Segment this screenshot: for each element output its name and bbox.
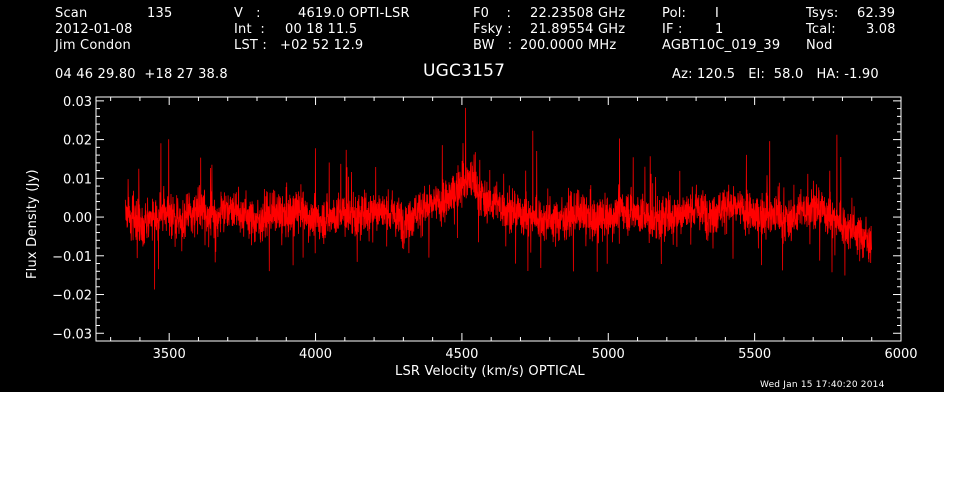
tsys-value: 62.39 [857, 6, 896, 21]
observing-mode: Nod [806, 38, 833, 53]
plot-timestamp: Wed Jan 15 17:40:20 2014 [760, 380, 885, 390]
bandwidth-label: BW : [473, 38, 513, 53]
y-tick-label: −0.01 [52, 250, 92, 265]
integration-value: 00 18 11.5 [285, 22, 358, 37]
x-axis-label: LSR Velocity (km/s) OPTICAL [395, 364, 585, 379]
lst-value: +02 52 12.9 [280, 38, 364, 53]
observer-name: Jim Condon [55, 38, 131, 53]
scan-label: Scan [55, 6, 88, 21]
y-tick-label: 0.00 [63, 211, 92, 226]
x-tick-label: 4500 [445, 347, 478, 362]
x-tick-label: 5000 [592, 347, 625, 362]
spectrum-trace [124, 107, 872, 290]
project-id: AGBT10C_019_39 [662, 38, 781, 53]
polarization-value: I [715, 6, 720, 21]
source-name: UGC3157 [423, 61, 506, 81]
y-axis-label: Flux Density (Jy) [25, 169, 40, 279]
spectrum-chart: 3500 4000 4500 5000 5500 6000 −0.03 −0.02 −0.01 0… [52, 95, 917, 362]
sky-frequency-label: Fsky : [473, 22, 512, 37]
y-tick-label: 0.03 [63, 95, 92, 110]
y-tick-label: 0.02 [63, 134, 92, 149]
bandwidth-value: 200.0000 MHz [520, 38, 617, 53]
y-tick-label: −0.02 [52, 289, 92, 304]
y-tick-label: −0.03 [52, 327, 92, 342]
rest-frequency-value: 22.23508 GHz [530, 6, 626, 21]
source-coordinates: 04 46 29.80 +18 27 38.8 [55, 67, 228, 82]
velocity-label: V : [234, 6, 261, 21]
tcal-value: 3.08 [866, 22, 896, 37]
rest-frequency-label: F0 : [473, 6, 512, 21]
tcal-label: Tcal: [806, 22, 836, 37]
polarization-label: Pol: [662, 6, 687, 21]
y-tick-label: 0.01 [63, 172, 92, 187]
x-tick-label: 4000 [299, 347, 332, 362]
x-tick-label: 6000 [884, 347, 917, 362]
plot-frame [95, 96, 902, 342]
sky-frequency-value: 21.89554 GHz [530, 22, 626, 37]
if-label: IF : [662, 22, 683, 37]
pointing-info: Az: 120.5 El: 58.0 HA: -1.90 [672, 67, 879, 82]
x-tick-label: 5500 [738, 347, 771, 362]
velocity-value: 4619.0 OPTI-LSR [298, 6, 410, 21]
x-tick-label: 3500 [153, 347, 186, 362]
scan-number: 135 [147, 6, 173, 21]
tsys-label: Tsys: [806, 6, 839, 21]
observation-date: 2012-01-08 [55, 22, 133, 37]
integration-label: Int : [234, 22, 266, 37]
if-value: 1 [715, 22, 724, 37]
lst-label: LST : [234, 38, 267, 53]
spectrum-plot-panel: 3500 4000 4500 5000 5500 6000 −0.03 −0.02 −0.01 0… [0, 0, 944, 392]
